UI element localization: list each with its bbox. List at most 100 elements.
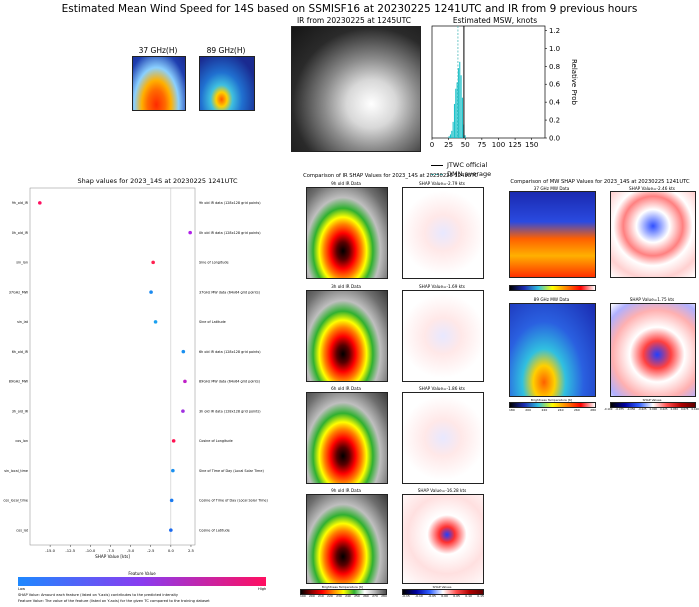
shap-feature-description: Sine of Longitude — [199, 261, 229, 265]
ir-row1-left-title: 9h old IR Data — [331, 181, 361, 186]
ir-bt-tick: 210 — [318, 594, 324, 598]
mw-shap-tick: 0.025 — [660, 408, 668, 411]
shap-feature-description: Cosine of Longitude — [199, 439, 233, 443]
shap-point — [151, 260, 155, 265]
msw-ytick-label: 1.0 — [549, 45, 560, 53]
msw-bar — [452, 121, 454, 138]
shap-point — [181, 349, 186, 354]
legend-official: JTWC official — [431, 161, 551, 169]
ir-title: IR from 20230225 at 1245UTC — [296, 16, 412, 25]
shap-point — [183, 379, 187, 384]
shap-feature-label: sin_lon — [16, 261, 28, 265]
shap-xtick-label: -5.0 — [127, 548, 135, 553]
msw-xtick-label: 25 — [444, 141, 453, 149]
shap-xtick-label: -12.5 — [65, 548, 75, 553]
ir-bt-tick: 200 — [309, 594, 315, 598]
shap-feature-label: 6h_old_IR — [12, 350, 29, 354]
shap-feature-description: Sine of Latitude — [199, 320, 226, 324]
msw-bar — [449, 134, 451, 138]
mw-bt-tick: 200 — [525, 408, 531, 412]
ir-shap-tick: 0.00 — [441, 594, 448, 598]
msw-ytick-label: 0.0 — [549, 135, 560, 143]
legend-official-label: JTWC official — [447, 161, 488, 169]
mw-row2-right-image — [610, 303, 696, 397]
mw-row1-left-image — [509, 191, 596, 278]
shap-feature-label: 0h_old_IR — [12, 231, 29, 235]
ir-row3-right-image — [402, 392, 484, 484]
msw-ytick-label: 0.2 — [549, 117, 560, 125]
mw-row1-right-title: SHAP Value=-2.46 kts — [629, 186, 675, 191]
ir-row2-right-image — [402, 290, 484, 382]
colorbar-low: Low — [18, 587, 26, 591]
mw-shap-colorbar-label: SHAP Values — [642, 398, 662, 402]
shap-feature-description: 37GHz MW data (64x64 grid points) — [199, 290, 261, 294]
shap-footnote-1: SHAP Value: Amount each feature (listed … — [18, 593, 178, 597]
shap-point — [149, 290, 153, 294]
mw-bt-colorbar — [509, 402, 596, 408]
mw-bt-tick: 180 — [509, 408, 515, 412]
shap-feature-description: 3h old IR data (128x128 grid points) — [199, 409, 261, 413]
ir-shap-colorbar-label: SHAP Values — [432, 585, 452, 589]
ir-bt-colorbar — [300, 589, 387, 595]
msw-xtick-label: 100 — [492, 141, 505, 149]
ir-row3-left-image — [306, 392, 388, 484]
shap-feature-label: 89GHz_MW — [9, 380, 29, 384]
shap-feature-description: Sine of Time of Day (Local Solar Time) — [199, 469, 264, 473]
shap-feature-description: 0h old IR data (128x128 grid points) — [199, 231, 261, 235]
mw-shap-ticks: -0.100 -0.075 -0.050 -0.025 0.000 0.025 … — [604, 408, 699, 411]
ir-row2-left-title: 3h old IR Data — [331, 284, 361, 289]
mw-shap-tick: -0.075 — [615, 408, 624, 411]
msw-bar — [455, 88, 457, 138]
ir-bt-tick: 280 — [381, 594, 387, 598]
ir-row3-left-title: 6h old IR Data — [331, 386, 361, 391]
ir-bt-tick: 240 — [345, 594, 351, 598]
ghz89-title: 89 GHz(H) — [206, 46, 246, 55]
msw-ytick-label: 0.4 — [549, 99, 561, 107]
mw-row1-left-title: 37 GHz MW Data — [533, 186, 570, 191]
shap-feature-description: 6h old IR data (128x128 grid points) — [199, 350, 261, 354]
shap-feature-label: sin_lat — [17, 320, 29, 324]
msw-xtick-label: 150 — [525, 141, 538, 149]
ir-shap-tick: 0.05 — [453, 594, 460, 598]
shap-chart: 9h_old_IR 9h old IR data (128x128 grid po… — [3, 187, 269, 559]
legend-average-label: DMN average — [447, 170, 492, 178]
shap-point — [169, 498, 174, 503]
ir-shap-tick: 0.15 — [477, 594, 484, 598]
shap-point — [188, 230, 192, 235]
ir-shap-ticks: -0.15 -0.10 -0.05 0.00 0.05 0.10 0.15 — [402, 594, 484, 598]
msw-plot-frame — [431, 25, 546, 139]
msw-bar — [457, 68, 459, 138]
legend-official-swatch — [431, 164, 443, 166]
ir-shap-tick: -0.10 — [415, 594, 423, 598]
ir-row4-right-title: SHAP Value=-16.28 kts — [417, 488, 467, 493]
shap-xlabel: SHAP Value [kts] — [95, 554, 130, 559]
shap-xtick-label: 2.5 — [188, 548, 195, 553]
ir-bt-tick: 250 — [354, 594, 360, 598]
msw-bar — [448, 136, 450, 138]
ir-row4-left-image — [306, 494, 388, 584]
shap-feature-description: 89GHz MW data (64x64 grid points) — [199, 380, 261, 384]
ir-shap-tick: -0.15 — [402, 594, 410, 598]
mw-bt-tick: 260 — [574, 408, 580, 412]
ir-comparison-title: Comparison of IR SHAP Values for 2023_14… — [303, 173, 478, 179]
shap-feature-description: Cosine of Time of Day (Local Solar Time) — [199, 499, 269, 503]
msw-bar — [459, 61, 461, 139]
shap-feature-label: 3h_old_IR — [12, 409, 29, 413]
shap-point — [181, 409, 185, 413]
msw-xtick-label: 125 — [508, 141, 521, 149]
ir-row2-right-title: SHAP Value=-1.69 kts — [419, 284, 465, 289]
msw-xtick-label: 0 — [430, 141, 434, 149]
shap-point — [153, 320, 158, 324]
mw-shap-tick: -0.100 — [604, 408, 613, 411]
shap-feature-label: cos_lat — [16, 528, 28, 532]
feature-colorbar — [18, 577, 266, 586]
mw-row1-bt-colorbar — [509, 285, 596, 291]
mw-row2-left-image — [509, 303, 596, 397]
ir-row2-left-image — [306, 290, 388, 382]
ir-image — [291, 26, 421, 152]
legend-average: DMN average — [431, 170, 551, 178]
shap-point — [171, 439, 176, 443]
ir-bt-tick: 220 — [327, 594, 333, 598]
ir-row3-right-title: SHAP Value=-1.86 kts — [419, 386, 465, 391]
ghz37-image — [132, 56, 186, 111]
